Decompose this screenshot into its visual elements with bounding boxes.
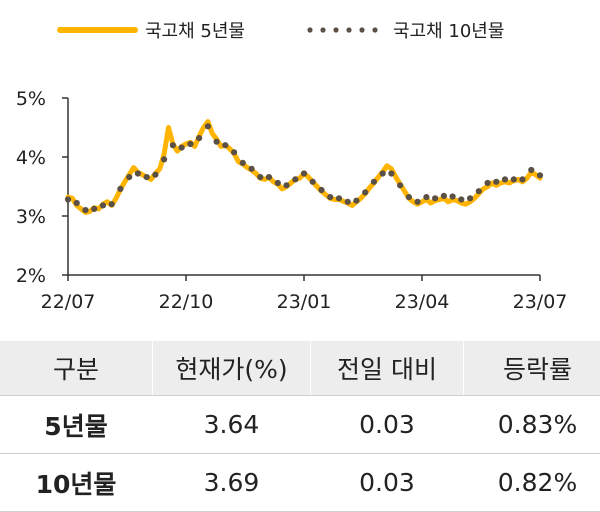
legend-dot [359, 27, 364, 32]
series-point-10y [388, 170, 394, 176]
series-point-10y [205, 123, 211, 129]
table-row: 5년물 3.64 0.03 0.83% [0, 396, 600, 454]
series-layer [65, 122, 543, 214]
bond-yield-chart: 국고채 5년물 국고채 10년물 2% 3% 4% 5% 22/07 22/10 23/0… [0, 0, 600, 330]
series-point-10y [100, 202, 106, 208]
row-rate: 0.83% [464, 396, 600, 454]
table-header-row: 구분 현재가(%) 전일 대비 등락률 [0, 341, 600, 396]
y-tick-label: 3% [16, 206, 46, 228]
series-point-10y [82, 207, 88, 213]
quote-table: 구분 현재가(%) 전일 대비 등락률 5년물 3.64 0.03 0.83% … [0, 341, 600, 512]
series-point-10y [450, 193, 456, 199]
series-point-10y [380, 170, 386, 176]
series-point-10y [152, 172, 158, 178]
legend-swatch-10y [307, 27, 377, 32]
series-point-10y [476, 188, 482, 194]
series-point-10y [318, 187, 324, 193]
series-point-10y [301, 170, 307, 176]
row-change: 0.03 [311, 454, 464, 512]
header-category: 구분 [0, 341, 153, 396]
series-point-10y [353, 198, 359, 204]
legend-dot [307, 27, 312, 32]
row-price: 3.69 [153, 454, 311, 512]
series-point-10y [371, 179, 377, 185]
series-point-10y [537, 172, 543, 178]
series-point-10y [240, 160, 246, 166]
x-tick-label: 23/01 [277, 291, 332, 313]
row-change: 0.03 [311, 396, 464, 454]
series-point-10y [196, 135, 202, 141]
series-point-10y [493, 179, 499, 185]
series-point-10y [231, 149, 237, 155]
series-point-10y [406, 194, 412, 200]
series-point-10y [222, 142, 228, 148]
series-point-10y [65, 196, 71, 202]
legend: 국고채 5년물 국고채 10년물 [60, 21, 504, 42]
series-point-10y [336, 195, 342, 201]
series-point-10y [415, 199, 421, 205]
series-point-10y [511, 176, 517, 182]
y-tick-label: 5% [16, 88, 46, 110]
y-tick-label: 2% [16, 265, 46, 287]
table-row: 10년물 3.69 0.03 0.82% [0, 454, 600, 512]
x-tick-label: 22/07 [41, 291, 96, 313]
series-point-10y [485, 180, 491, 186]
series-point-10y [502, 176, 508, 182]
legend-dot [320, 27, 325, 32]
series-point-10y [345, 199, 351, 205]
series-point-10y [519, 176, 525, 182]
series-point-10y [441, 193, 447, 199]
series-point-10y [362, 189, 368, 195]
series-point-10y [397, 182, 403, 188]
series-point-10y [266, 174, 272, 180]
series-point-10y [432, 195, 438, 201]
series-point-10y [423, 194, 429, 200]
series-point-10y [292, 176, 298, 182]
series-point-10y [187, 141, 193, 147]
series-point-10y [275, 180, 281, 186]
series-point-10y [467, 195, 473, 201]
series-point-10y [327, 194, 333, 200]
x-tick-label: 23/04 [395, 291, 450, 313]
series-point-10y [179, 145, 185, 151]
series-point-10y [144, 174, 150, 180]
row-price: 3.64 [153, 396, 311, 454]
legend-dot [346, 27, 351, 32]
row-name: 5년물 [0, 396, 153, 454]
series-point-10y [283, 182, 289, 188]
series-point-10y [528, 167, 534, 173]
x-tick-label: 22/10 [159, 291, 214, 313]
series-point-10y [257, 174, 263, 180]
row-name: 10년물 [0, 454, 153, 512]
row-rate: 0.82% [464, 454, 600, 512]
series-point-10y [310, 179, 316, 185]
legend-label-10y: 국고채 10년물 [393, 21, 504, 42]
x-ticks: 22/07 22/10 23/01 23/04 23/07 [41, 275, 568, 313]
header-price: 현재가(%) [153, 341, 311, 396]
legend-dot [372, 27, 377, 32]
header-change: 전일 대비 [311, 341, 464, 396]
series-point-10y [126, 174, 132, 180]
y-ticks: 2% 3% 4% 5% [16, 88, 68, 287]
x-tick-label: 23/07 [513, 291, 568, 313]
series-point-10y [170, 142, 176, 148]
series-point-10y [161, 156, 167, 162]
series-point-10y [249, 166, 255, 172]
legend-label-5y: 국고채 5년물 [145, 21, 245, 42]
legend-dot [333, 27, 338, 32]
series-point-10y [458, 196, 464, 202]
series-point-10y [214, 139, 220, 145]
series-point-10y [109, 201, 115, 207]
series-point-10y [74, 200, 80, 206]
header-rate: 등락률 [464, 341, 600, 396]
series-point-10y [91, 206, 97, 212]
y-tick-label: 4% [16, 147, 46, 169]
series-point-10y [117, 186, 123, 192]
series-point-10y [135, 170, 141, 176]
